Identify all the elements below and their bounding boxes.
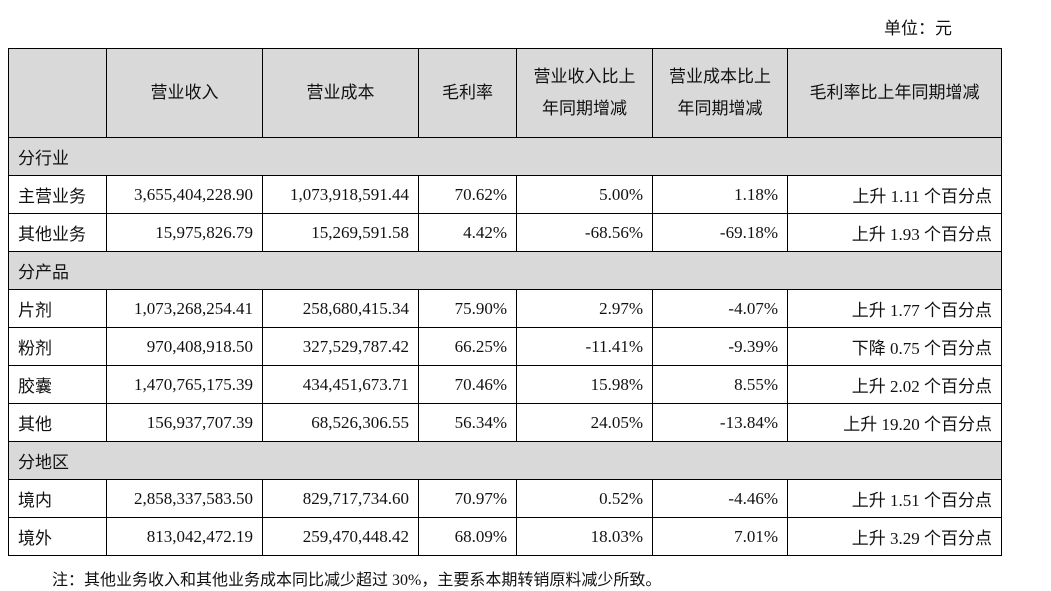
cell-revenue-yoy: -11.41% (516, 327, 653, 366)
cell-cost: 434,451,673.71 (262, 365, 419, 404)
cell-revenue: 970,408,918.50 (106, 327, 263, 366)
cell-cost: 68,526,306.55 (262, 403, 419, 442)
cell-cost-yoy: 7.01% (652, 517, 788, 556)
cell-revenue-yoy: 5.00% (516, 175, 653, 214)
row-name: 境外 (8, 517, 107, 556)
cell-margin: 70.46% (418, 365, 517, 404)
table-row: 境内 2,858,337,583.50 829,717,734.60 70.97… (8, 479, 1002, 518)
cell-margin-yoy: 下降 0.75 个百分点 (787, 327, 1002, 366)
table-row: 境外 813,042,472.19 259,470,448.42 68.09% … (8, 517, 1002, 556)
header-cost: 营业成本 (262, 48, 419, 138)
footnote: 注：其他业务收入和其他业务成本同比减少超过 30%，主要系本期转销原料减少所致。 (52, 572, 662, 589)
row-name: 其他业务 (8, 213, 107, 252)
cell-margin-yoy: 上升 1.93 个百分点 (787, 213, 1002, 252)
cell-margin-yoy: 上升 3.29 个百分点 (787, 517, 1002, 556)
cell-revenue: 15,975,826.79 (106, 213, 263, 252)
cell-margin-yoy: 上升 19.20 个百分点 (787, 403, 1002, 442)
cell-margin-yoy: 上升 1.51 个百分点 (787, 479, 1002, 518)
table-row: 胶囊 1,470,765,175.39 434,451,673.71 70.46… (8, 365, 1002, 404)
cell-cost-yoy: -13.84% (652, 403, 788, 442)
header-category (8, 48, 107, 138)
row-name: 胶囊 (8, 365, 107, 404)
table-row: 主营业务 3,655,404,228.90 1,073,918,591.44 7… (8, 175, 1002, 214)
cell-cost-yoy: 1.18% (652, 175, 788, 214)
section-title: 分产品 (8, 251, 1002, 290)
section-title: 分地区 (8, 441, 1002, 480)
unit-label: 单位：元 (884, 19, 952, 38)
cell-margin-yoy: 上升 2.02 个百分点 (787, 365, 1002, 404)
section-row-region: 分地区 (8, 441, 1002, 480)
cell-margin-yoy: 上升 1.11 个百分点 (787, 175, 1002, 214)
cell-cost-yoy: -69.18% (652, 213, 788, 252)
header-revenue-yoy-line1: 营业收入比上 (533, 67, 636, 86)
section-row-industry: 分行业 (8, 137, 1002, 176)
row-name: 境内 (8, 479, 107, 518)
cell-revenue-yoy: 15.98% (516, 365, 653, 404)
cell-revenue: 1,470,765,175.39 (106, 365, 263, 404)
header-revenue: 营业收入 (106, 48, 263, 138)
cell-cost-yoy: -4.46% (652, 479, 788, 518)
header-gross-margin: 毛利率 (418, 48, 517, 138)
table-row: 其他业务 15,975,826.79 15,269,591.58 4.42% -… (8, 213, 1002, 252)
cell-revenue-yoy: 18.03% (516, 517, 653, 556)
header-margin-yoy: 毛利率比上年同期增减 (787, 48, 1002, 138)
cell-revenue: 156,937,707.39 (106, 403, 263, 442)
table-row: 其他 156,937,707.39 68,526,306.55 56.34% 2… (8, 403, 1002, 442)
header-cost-yoy-line2: 年同期增减 (677, 99, 763, 118)
table-header-row: 营业收入 营业成本 毛利率 营业收入比上 年同期增减 营业成本比上 年同期增减 … (8, 48, 1002, 138)
cell-margin: 68.09% (418, 517, 517, 556)
cell-cost: 1,073,918,591.44 (262, 175, 419, 214)
cell-cost-yoy: -9.39% (652, 327, 788, 366)
header-cost-yoy: 营业成本比上 年同期增减 (652, 48, 788, 138)
cell-cost: 259,470,448.42 (262, 517, 419, 556)
section-title: 分行业 (8, 137, 1002, 176)
cell-margin: 75.90% (418, 289, 517, 328)
cell-margin: 70.97% (418, 479, 517, 518)
cell-margin: 4.42% (418, 213, 517, 252)
table-row: 片剂 1,073,268,254.41 258,680,415.34 75.90… (8, 289, 1002, 328)
cell-revenue-yoy: 2.97% (516, 289, 653, 328)
row-name: 片剂 (8, 289, 107, 328)
header-revenue-yoy-line2: 年同期增减 (542, 99, 627, 118)
cell-margin: 66.25% (418, 327, 517, 366)
cell-revenue: 2,858,337,583.50 (106, 479, 263, 518)
cell-margin: 70.62% (418, 175, 517, 214)
cell-revenue-yoy: -68.56% (516, 213, 653, 252)
header-cost-yoy-line1: 营业成本比上 (669, 67, 771, 86)
table-row: 粉剂 970,408,918.50 327,529,787.42 66.25% … (8, 327, 1002, 366)
cell-margin: 56.34% (418, 403, 517, 442)
cell-cost-yoy: 8.55% (652, 365, 788, 404)
cell-revenue: 3,655,404,228.90 (106, 175, 263, 214)
cell-revenue: 1,073,268,254.41 (106, 289, 263, 328)
section-row-product: 分产品 (8, 251, 1002, 290)
cell-cost: 15,269,591.58 (262, 213, 419, 252)
cell-revenue: 813,042,472.19 (106, 517, 263, 556)
cell-revenue-yoy: 24.05% (516, 403, 653, 442)
header-revenue-yoy: 营业收入比上 年同期增减 (516, 48, 653, 138)
cell-cost: 327,529,787.42 (262, 327, 419, 366)
cell-margin-yoy: 上升 1.77 个百分点 (787, 289, 1002, 328)
cell-revenue-yoy: 0.52% (516, 479, 653, 518)
cell-cost: 829,717,734.60 (262, 479, 419, 518)
row-name: 粉剂 (8, 327, 107, 366)
row-name: 主营业务 (8, 175, 107, 214)
revenue-cost-table: 营业收入 营业成本 毛利率 营业收入比上 年同期增减 营业成本比上 年同期增减 … (8, 48, 1002, 556)
cell-cost-yoy: -4.07% (652, 289, 788, 328)
row-name: 其他 (8, 403, 107, 442)
cell-cost: 258,680,415.34 (262, 289, 419, 328)
